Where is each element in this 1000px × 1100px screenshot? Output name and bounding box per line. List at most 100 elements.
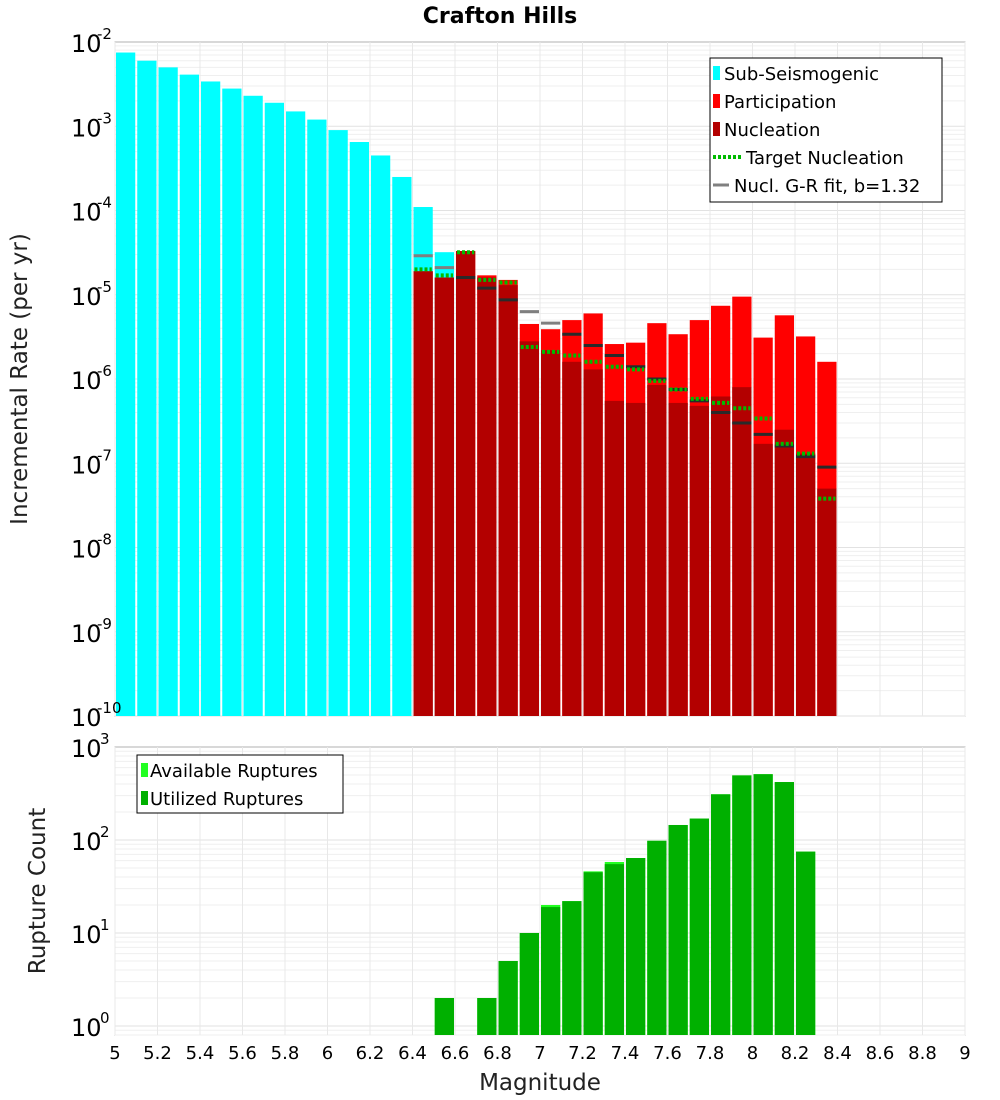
- legend-label-available-ruptures: Available Ruptures: [150, 761, 318, 782]
- bottom-y-axis-label: Rupture Count: [25, 808, 51, 974]
- bottom-x-ticks: 5 5.2 5.4 5.6 5.8 6 6.2 6.4 6.6 6.8 7 7.2 7.4 7.6 7.8 8…: [109, 1043, 970, 1064]
- utilized-ruptures-bar: [689, 818, 709, 1035]
- nucleation-bar: [774, 429, 794, 716]
- utilized-ruptures-bar: [562, 901, 582, 1035]
- x-tick-label: 8.2: [781, 1043, 810, 1064]
- legend-label-utilized-ruptures: Utilized Ruptures: [150, 789, 303, 810]
- sub-seismogenic-bar: [158, 67, 178, 717]
- nucleation-bar: [626, 402, 646, 716]
- top-y-tick-label: 10: [71, 114, 102, 142]
- x-tick-label: 7.8: [696, 1043, 725, 1064]
- nucleation-bar: [604, 400, 624, 716]
- bottom-y-tick-exponent: 3: [100, 730, 110, 748]
- utilized-ruptures-bar: [434, 997, 454, 1035]
- utilized-ruptures-bar: [604, 864, 624, 1035]
- x-tick-label: 8.4: [823, 1043, 852, 1064]
- x-tick-label: 8.8: [908, 1043, 937, 1064]
- top-y-tick-exponent: -3: [97, 109, 112, 127]
- x-tick-label: 6.4: [398, 1043, 427, 1064]
- x-tick-label: 5.8: [271, 1043, 300, 1064]
- utilized-ruptures-bar: [668, 824, 688, 1035]
- nucleation-bar: [477, 277, 497, 716]
- sub-seismogenic-bar: [201, 81, 221, 716]
- x-tick-label: 6.8: [483, 1043, 512, 1064]
- bottom-y-tick-label: 10: [71, 735, 102, 763]
- x-tick-label: 5: [109, 1043, 120, 1064]
- top-y-axis-label: Incremental Rate (per yr): [7, 233, 33, 525]
- sub-seismogenic-bar: [222, 88, 242, 717]
- bottom-y-tick-exponent: 1: [100, 916, 110, 934]
- legend-swatch-utilized-ruptures: [141, 791, 148, 805]
- utilized-ruptures-bar: [732, 775, 752, 1035]
- nucleation-bar: [583, 369, 603, 716]
- utilized-ruptures-bar: [626, 858, 646, 1035]
- utilized-ruptures-bar: [498, 960, 518, 1035]
- utilized-ruptures-bar: [774, 782, 794, 1035]
- nucleation-bar: [796, 453, 816, 716]
- legend-label-sub-seismogenic: Sub-Seismogenic: [724, 64, 879, 85]
- utilized-ruptures-bar: [519, 932, 539, 1035]
- legend-label-target-nucleation: Target Nucleation: [745, 148, 904, 169]
- top-y-tick-exponent: -9: [97, 615, 112, 633]
- top-plot: 10-210-310-410-510-610-710-810-910-10 In…: [7, 25, 966, 732]
- top-marks: [413, 250, 837, 501]
- top-y-tick-label: 10: [71, 451, 102, 479]
- bottom-y-tick-label: 10: [71, 1014, 102, 1042]
- nucleation-bar: [562, 361, 582, 716]
- top-y-tick-exponent: -7: [97, 446, 112, 464]
- nucleation-bar: [541, 350, 561, 716]
- utilized-ruptures-bar: [647, 840, 667, 1035]
- legend-label-nucleation: Nucleation: [724, 120, 820, 141]
- bottom-legend-box: [136, 754, 344, 814]
- nucleation-bar: [711, 396, 731, 716]
- top-y-tick-label: 10: [71, 199, 102, 227]
- nucleation-bar: [668, 402, 688, 716]
- sub-seismogenic-bar: [286, 111, 306, 717]
- sub-seismogenic-bar: [264, 102, 284, 716]
- utilized-ruptures-bar: [711, 794, 731, 1035]
- x-tick-label: 8: [747, 1043, 758, 1064]
- sub-seismogenic-bar: [392, 176, 412, 716]
- top-y-tick-exponent: -4: [97, 194, 112, 212]
- top-legend: Sub-Seismogenic Participation Nucleation…: [709, 57, 943, 203]
- x-tick-label: 9: [959, 1043, 970, 1064]
- x-tick-label: 5.2: [143, 1043, 172, 1064]
- legend-swatch-sub-seismogenic: [713, 66, 720, 80]
- top-y-tick-label: 10: [71, 30, 102, 58]
- bottom-bars: [434, 774, 816, 1035]
- sub-seismogenic-bar: [371, 155, 391, 716]
- nucleation-bar: [519, 341, 539, 716]
- nucleation-bar: [413, 271, 433, 716]
- top-y-tick-label: 10: [71, 367, 102, 395]
- top-y-ticks: 10-210-310-410-510-610-710-810-910-10: [71, 25, 122, 732]
- top-legend-box: [709, 57, 943, 203]
- nucleation-bar: [456, 251, 476, 717]
- bottom-y-tick-exponent: 0: [100, 1009, 110, 1027]
- utilized-ruptures-bar: [477, 997, 497, 1035]
- x-tick-label: 8.6: [866, 1043, 895, 1064]
- x-tick-label: 5.6: [228, 1043, 257, 1064]
- top-y-tick-label: 10: [71, 536, 102, 564]
- x-tick-label: 6: [322, 1043, 333, 1064]
- legend-label-participation: Participation: [724, 92, 836, 113]
- top-y-tick-exponent: -10: [97, 699, 122, 717]
- sub-seismogenic-bar: [349, 142, 369, 716]
- x-tick-label: 5.4: [186, 1043, 215, 1064]
- x-tick-label: 7: [534, 1043, 545, 1064]
- x-tick-label: 6.2: [356, 1043, 385, 1064]
- bottom-y-tick-exponent: 2: [100, 823, 110, 841]
- sub-seismogenic-bar: [116, 52, 136, 717]
- sub-seismogenic-bar: [307, 119, 327, 716]
- sub-seismogenic-bar: [137, 60, 157, 717]
- utilized-ruptures-bar: [583, 872, 603, 1035]
- top-bars: [116, 52, 837, 717]
- bottom-legend: Available Ruptures Utilized Ruptures: [136, 754, 344, 814]
- x-tick-label: 7.4: [611, 1043, 640, 1064]
- top-y-tick-label: 10: [71, 704, 102, 732]
- x-tick-label: 7.6: [653, 1043, 682, 1064]
- sub-seismogenic-bar: [328, 130, 348, 716]
- nucleation-bar: [732, 387, 752, 716]
- sub-seismogenic-bar: [179, 74, 199, 716]
